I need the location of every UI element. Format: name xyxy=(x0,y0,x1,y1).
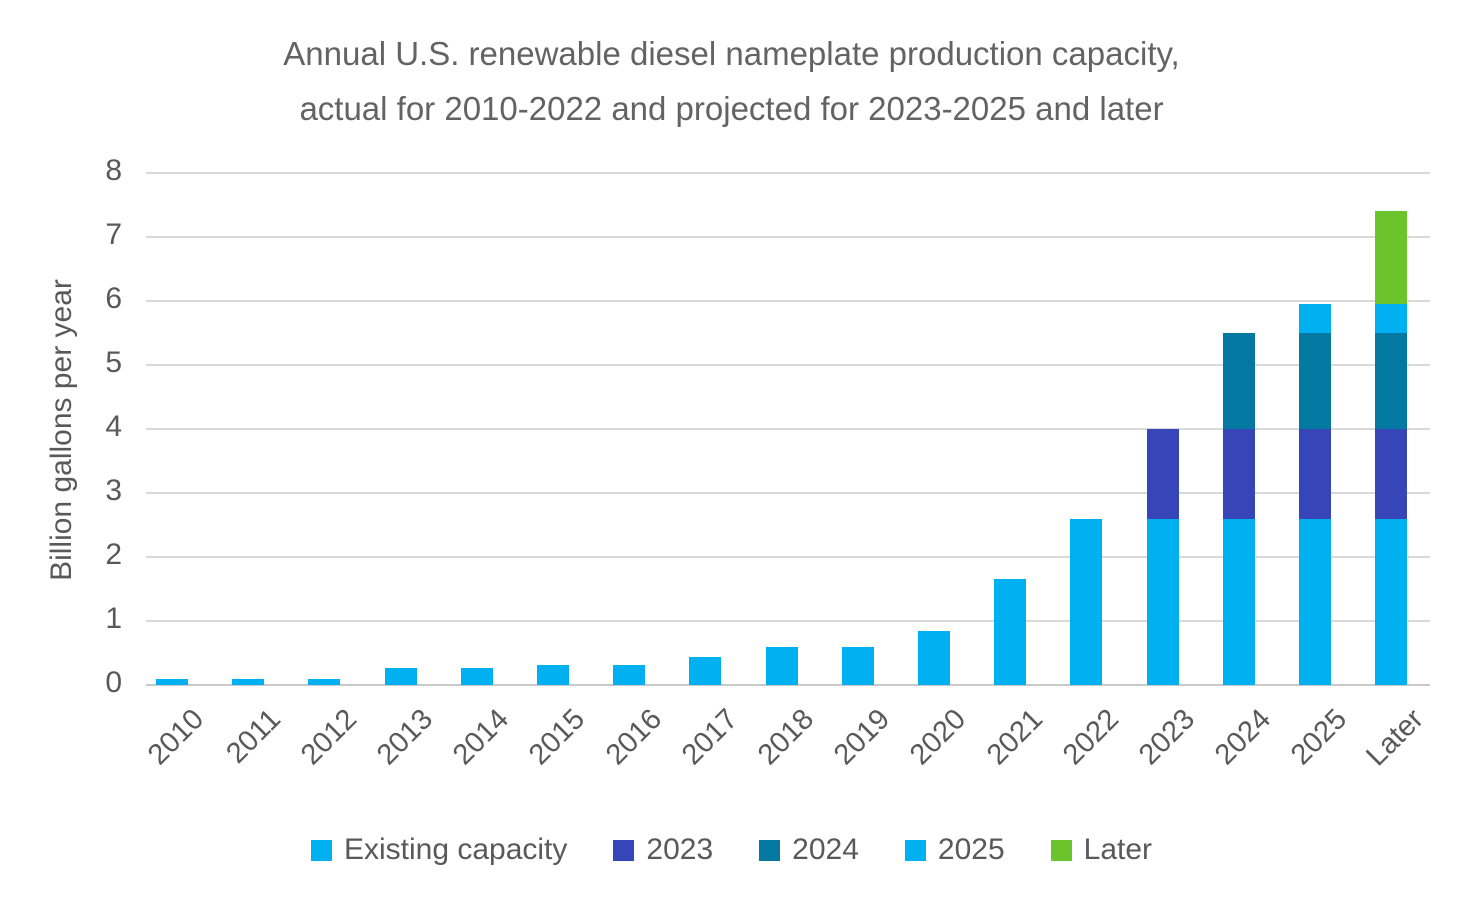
legend-swatch-later xyxy=(1050,839,1072,861)
legend-item-2025: 2025 xyxy=(904,833,1005,867)
y-tick-label-7: 7 xyxy=(105,218,122,251)
gridline-y-7 xyxy=(146,236,1430,238)
y-tick-label-6: 6 xyxy=(105,282,122,315)
bar-2021-existing-capacity-segment xyxy=(994,579,1027,685)
x-tick-label-later: Later xyxy=(1360,703,1430,773)
gridline-y-2 xyxy=(146,556,1430,558)
x-tick-label-2022: 2022 xyxy=(1056,703,1126,772)
bar-2017-existing-capacity-segment xyxy=(689,657,722,685)
x-tick-label-2011: 2011 xyxy=(220,703,287,770)
chart-title-line-1: Annual U.S. renewable diesel nameplate p… xyxy=(283,35,1180,72)
legend-swatch-2025 xyxy=(904,839,926,861)
bar-2015-existing-capacity-segment xyxy=(537,665,569,685)
bar-later-2023-segment xyxy=(1375,429,1408,519)
bar-2020-existing-capacity-segment xyxy=(918,630,950,685)
legend-item-2024: 2024 xyxy=(759,833,859,867)
bar-2023-2023-segment xyxy=(1146,429,1179,519)
legend-swatch-2024 xyxy=(759,839,781,861)
bar-later-2025-segment xyxy=(1375,304,1408,333)
chart-title: Annual U.S. renewable diesel nameplate p… xyxy=(0,26,1463,136)
y-tick-label-0: 0 xyxy=(105,666,122,699)
bar-2025-2024-segment xyxy=(1299,333,1331,429)
x-tick-label-2012: 2012 xyxy=(294,703,364,772)
legend-swatch-existing-capacity xyxy=(310,839,332,861)
y-tick-label-5: 5 xyxy=(105,346,122,379)
bar-2024-existing-capacity-segment xyxy=(1222,518,1255,685)
bar-2018-existing-capacity-segment xyxy=(765,646,798,685)
x-tick-label-2020: 2020 xyxy=(904,703,973,772)
chart-title-line-2: actual for 2010-2022 and projected for 2… xyxy=(299,90,1164,127)
y-tick-label-3: 3 xyxy=(105,474,122,507)
bar-2025-2025-segment xyxy=(1299,304,1331,333)
gridline-y-3 xyxy=(146,492,1430,494)
bar-2024-2023-segment xyxy=(1222,429,1255,519)
x-tick-label-2023: 2023 xyxy=(1132,703,1202,772)
bar-2013-existing-capacity-segment xyxy=(384,667,417,685)
legend-label-2024: 2024 xyxy=(792,833,859,866)
legend-label-2023: 2023 xyxy=(646,833,714,866)
bar-2022-existing-capacity-segment xyxy=(1070,518,1103,685)
y-tick-label-2: 2 xyxy=(105,538,122,571)
bar-2011-existing-capacity-segment xyxy=(232,678,265,685)
x-tick-label-2014: 2014 xyxy=(447,703,516,772)
bar-2025-existing-capacity-segment xyxy=(1299,518,1331,685)
bar-2019-existing-capacity-segment xyxy=(841,646,874,685)
x-tick-label-2010: 2010 xyxy=(142,703,211,772)
bar-2025-2023-segment xyxy=(1299,429,1331,519)
x-tick-label-2013: 2013 xyxy=(370,703,440,772)
x-tick-label-2021: 2021 xyxy=(980,703,1049,772)
legend-item-existing-capacity: Existing capacity xyxy=(310,833,568,867)
x-tick-label-2016: 2016 xyxy=(599,703,668,772)
bar-2014-existing-capacity-segment xyxy=(460,667,493,685)
x-tick-label-2019: 2019 xyxy=(828,703,897,772)
legend-item-later: Later xyxy=(1050,833,1153,867)
gridline-y-4 xyxy=(146,428,1430,430)
x-tick-label-2024: 2024 xyxy=(1209,703,1278,772)
legend-swatch-2023 xyxy=(613,839,635,861)
y-tick-label-8: 8 xyxy=(105,154,122,187)
x-tick-label-2017: 2017 xyxy=(675,703,745,772)
x-tick-label-2018: 2018 xyxy=(751,703,821,772)
bar-2024-2024-segment xyxy=(1222,333,1255,429)
chart-legend: Existing capacity 2023 2024 2025 Later xyxy=(0,833,1463,867)
x-tick-label-2025: 2025 xyxy=(1285,703,1354,772)
bar-2010-existing-capacity-segment xyxy=(156,678,188,685)
gridline-y-6 xyxy=(146,300,1430,302)
legend-label-2025: 2025 xyxy=(937,833,1005,866)
y-tick-label-1: 1 xyxy=(105,602,122,635)
gridline-y-8 xyxy=(146,172,1430,174)
y-tick-label-4: 4 xyxy=(105,410,122,443)
x-tick-label-2015: 2015 xyxy=(523,703,592,772)
gridline-y-5 xyxy=(146,364,1430,366)
bar-later-later-segment xyxy=(1375,211,1408,305)
bar-2016-existing-capacity-segment xyxy=(613,665,646,685)
bar-later-2024-segment xyxy=(1375,333,1408,429)
legend-label-later: Later xyxy=(1083,833,1153,866)
gridline-y-1 xyxy=(146,620,1430,622)
bar-2012-existing-capacity-segment xyxy=(308,678,341,685)
bar-2023-existing-capacity-segment xyxy=(1146,518,1179,685)
bar-later-existing-capacity-segment xyxy=(1375,518,1408,685)
x-axis-line xyxy=(146,684,1430,686)
legend-item-2023: 2023 xyxy=(613,833,713,867)
legend-label-existing-capacity: Existing capacity xyxy=(343,833,568,866)
